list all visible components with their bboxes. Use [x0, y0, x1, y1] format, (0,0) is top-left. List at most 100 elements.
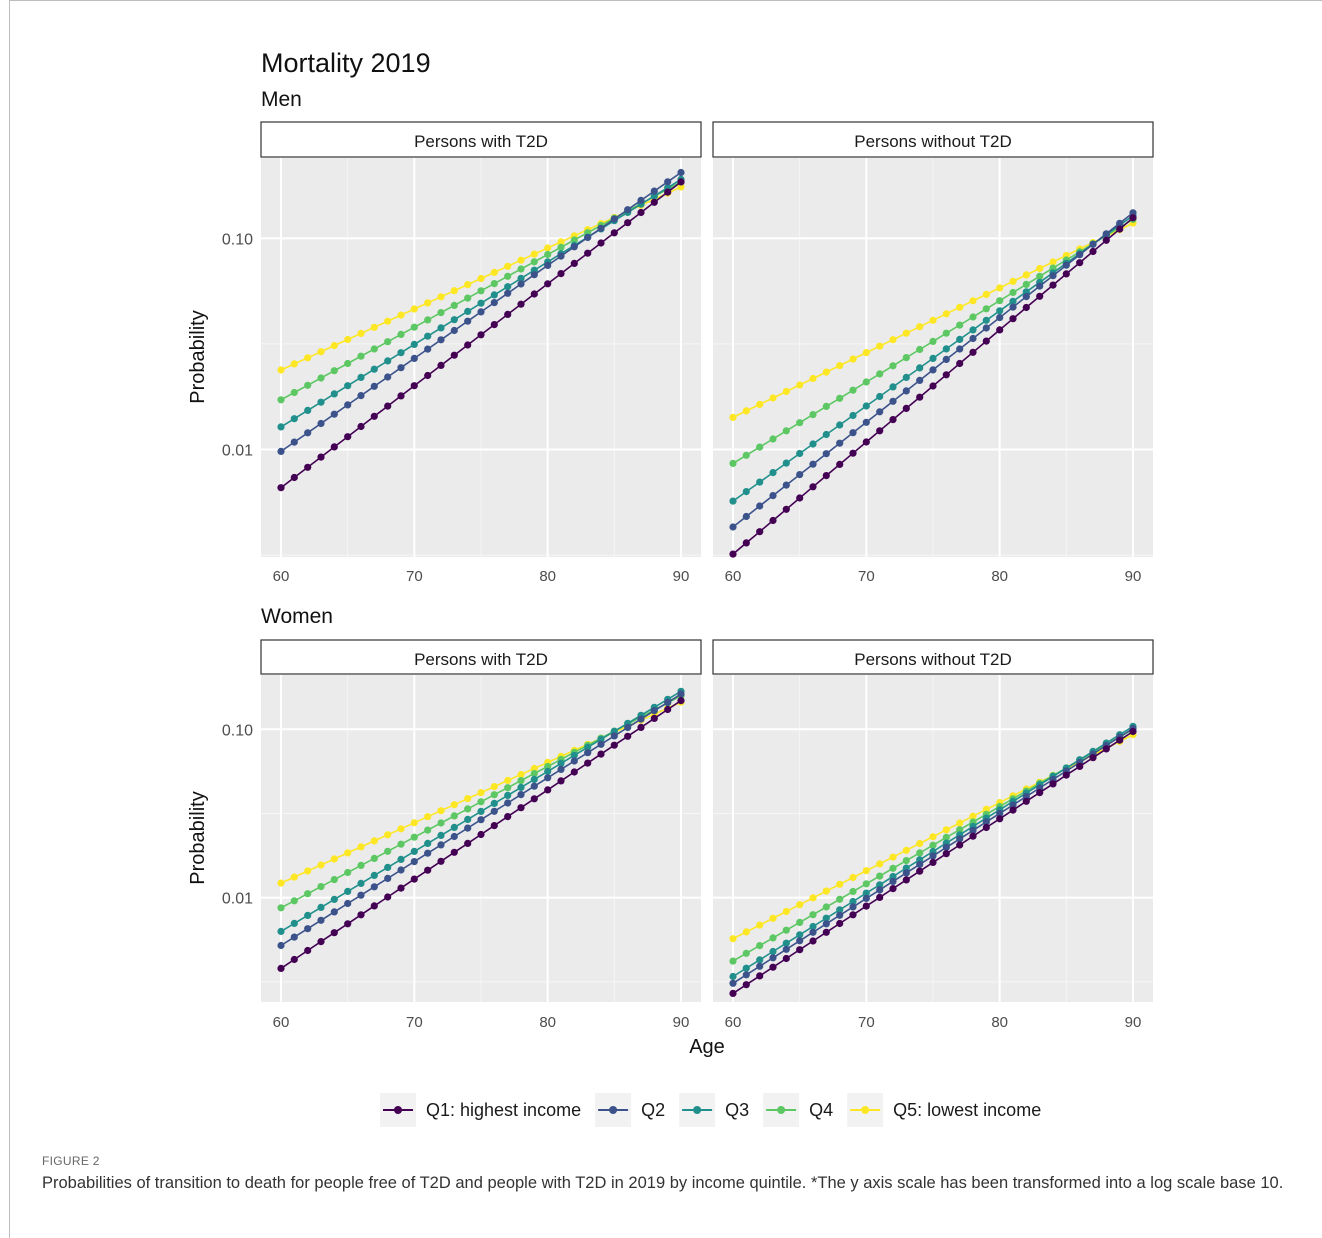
x-tick-label: 90 — [1125, 568, 1142, 585]
data-point — [822, 472, 830, 480]
data-point — [450, 823, 458, 832]
data-point — [277, 396, 285, 404]
row-label-men: Men — [261, 88, 302, 111]
data-point — [344, 868, 352, 877]
legend-key-point — [609, 1106, 618, 1114]
data-point — [357, 911, 365, 919]
data-point — [929, 354, 937, 362]
data-point — [557, 270, 565, 278]
data-point — [849, 449, 857, 457]
data-point — [370, 837, 378, 845]
data-point — [1009, 288, 1017, 297]
data-point — [782, 945, 790, 953]
legend-key-point — [777, 1106, 786, 1114]
data-point — [437, 324, 445, 332]
data-point — [1009, 315, 1017, 323]
series-q1-highest-income — [277, 697, 685, 973]
data-point — [304, 890, 312, 898]
data-point — [570, 236, 578, 244]
data-point — [557, 238, 565, 246]
data-point — [902, 354, 910, 362]
x-tick-label: 60 — [725, 568, 742, 585]
data-point — [996, 815, 1004, 823]
data-point — [384, 874, 392, 883]
data-point — [450, 832, 458, 841]
data-point — [517, 280, 525, 288]
data-point — [849, 911, 857, 919]
data-point — [836, 421, 844, 429]
data-point — [876, 427, 884, 435]
data-point — [424, 839, 432, 848]
data-point — [942, 850, 950, 858]
data-point — [597, 740, 605, 748]
data-point — [969, 348, 977, 356]
data-point — [504, 799, 512, 807]
data-point — [650, 198, 658, 206]
data-point — [504, 776, 512, 785]
data-point — [330, 410, 338, 418]
data-point — [796, 471, 804, 479]
data-point — [290, 933, 298, 941]
data-point — [756, 962, 764, 970]
data-point — [769, 954, 777, 962]
data-point — [742, 451, 750, 459]
data-point — [796, 901, 804, 909]
data-point — [637, 715, 645, 723]
data-point — [384, 373, 392, 381]
data-point — [410, 340, 418, 348]
data-point — [437, 857, 445, 865]
data-point — [277, 964, 285, 973]
data-point — [664, 698, 672, 707]
panel-men-persons-without-t2d: Persons without T2D 60 70 80 90 — [712, 121, 1154, 585]
data-point — [317, 861, 325, 869]
data-point — [796, 381, 804, 389]
data-point — [290, 473, 298, 482]
data-point — [942, 833, 950, 842]
x-tick-label: 60 — [725, 1014, 742, 1031]
data-point — [1062, 270, 1070, 278]
data-point — [956, 819, 964, 827]
data-point — [330, 342, 338, 350]
series-q2 — [729, 724, 1137, 987]
data-point — [277, 904, 285, 912]
data-point — [610, 229, 618, 237]
data-point — [317, 374, 325, 382]
data-point — [464, 317, 472, 325]
data-point — [782, 481, 790, 489]
data-point — [437, 841, 445, 849]
data-point — [1049, 258, 1057, 266]
data-point — [317, 453, 325, 461]
data-point — [557, 243, 565, 251]
data-point — [277, 366, 285, 374]
data-point — [729, 989, 737, 998]
data-point — [876, 342, 884, 350]
data-point — [836, 880, 844, 888]
data-point — [677, 168, 685, 177]
data-point — [304, 925, 312, 933]
data-point — [836, 460, 844, 468]
data-point — [889, 336, 897, 344]
data-point — [996, 307, 1004, 315]
data-point — [769, 934, 777, 942]
data-point — [370, 412, 378, 420]
data-point — [544, 774, 552, 782]
data-point — [956, 345, 964, 353]
data-point — [477, 816, 485, 824]
data-point — [504, 784, 512, 792]
data-point — [929, 858, 937, 867]
x-tick-label: 90 — [1125, 1014, 1142, 1031]
data-point — [370, 365, 378, 373]
data-point — [862, 889, 870, 897]
x-tick-label: 80 — [539, 568, 556, 585]
data-point — [1062, 261, 1070, 269]
data-point — [464, 281, 472, 289]
data-point — [424, 299, 432, 307]
data-point — [384, 831, 392, 839]
data-point — [996, 284, 1004, 292]
data-point — [742, 539, 750, 547]
data-point — [410, 354, 418, 362]
data-point — [424, 826, 432, 834]
data-point — [796, 449, 804, 458]
data-point — [756, 956, 764, 964]
data-point — [756, 972, 764, 980]
